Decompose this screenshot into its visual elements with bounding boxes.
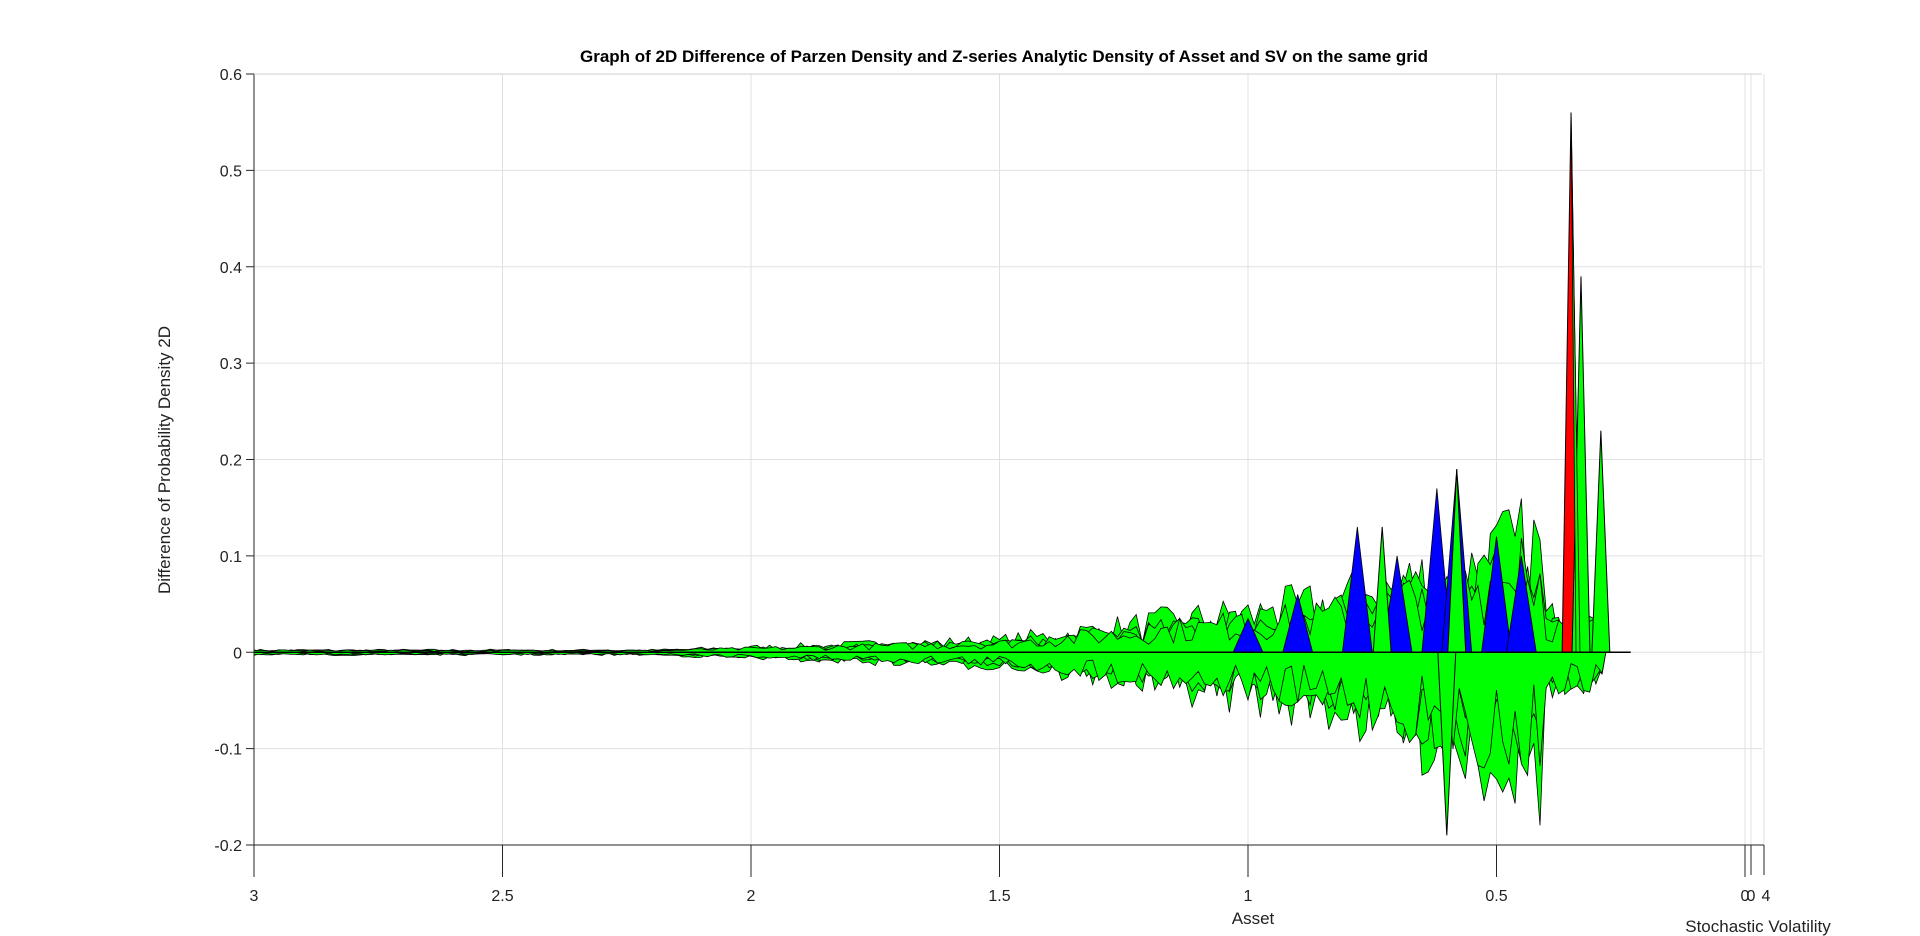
- surface: [253, 112, 1631, 836]
- y-tick-label: -0.1: [214, 742, 242, 759]
- negative-ridge: [253, 651, 1607, 777]
- x-tick-label: 1.5: [988, 888, 1010, 905]
- tick-labels: 0.6 0.5 0.4 0.3 0.2 0.1 0 -0.1 -0.2 3 2.5 2 1.5 1 0.5 0…: [214, 67, 1770, 905]
- spike: [1591, 430, 1611, 653]
- x-tick-label: 0: [1741, 888, 1750, 905]
- x-tick-label: 3: [250, 888, 259, 905]
- chart-title: Graph of 2D Difference of Parzen Density…: [580, 47, 1428, 66]
- x-tick-label: 2: [747, 888, 756, 905]
- z-axis-label: Stochastic Volatility: [1685, 917, 1831, 936]
- y-tick-label: -0.2: [214, 838, 242, 855]
- grid: [253, 73, 1765, 846]
- y-tick-label: 0.4: [220, 260, 242, 277]
- y-tick-label: 0.3: [220, 356, 242, 373]
- y-tick-label: 0: [233, 645, 242, 662]
- y-axis-label: Difference of Probability Density 2D: [155, 326, 174, 594]
- y-tick-label: 0.5: [220, 163, 242, 180]
- y-tick-label: 0.6: [220, 67, 242, 84]
- y-tick-label: 0.2: [220, 453, 242, 470]
- x-axis-label: Asset: [1232, 909, 1275, 928]
- x-tick-label: 2.5: [491, 888, 513, 905]
- y-tick-label: 0.1: [220, 549, 242, 566]
- x-tick-label: 0.5: [1485, 888, 1507, 905]
- z-tick-label: 4: [1762, 888, 1771, 905]
- x-tick-label: 1: [1244, 888, 1253, 905]
- axes: [246, 73, 1765, 877]
- z-tick-label: 0: [1747, 888, 1756, 905]
